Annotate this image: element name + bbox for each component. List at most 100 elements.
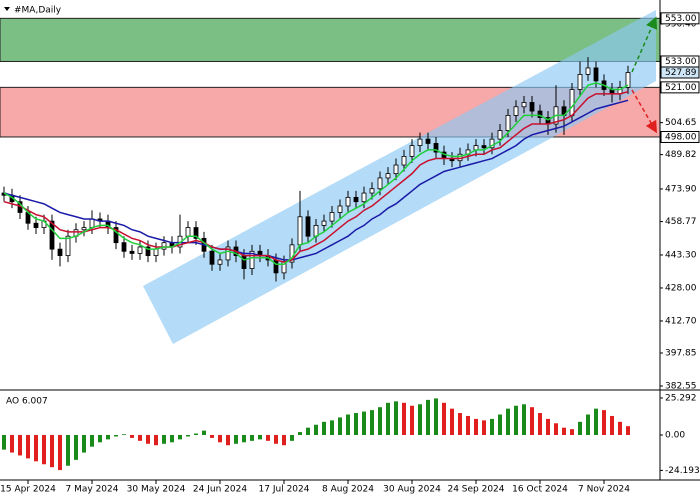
ao-bar xyxy=(50,434,54,468)
ao-bar xyxy=(218,434,222,443)
candle-body xyxy=(81,227,87,231)
plot xyxy=(1,57,631,282)
ao-bar xyxy=(434,398,438,435)
candle-body xyxy=(521,102,527,108)
ao-bar xyxy=(370,410,374,435)
ao-bar xyxy=(178,434,182,440)
ao-bar xyxy=(106,434,110,440)
candle-body xyxy=(361,192,367,203)
y-tick-label: 443.30 xyxy=(665,250,697,260)
x-tick-label: 8 Aug 2024 xyxy=(322,485,374,495)
ao-bar xyxy=(362,411,366,435)
ao-bar xyxy=(394,401,398,435)
candle-body xyxy=(57,248,63,257)
ao-tick-label: 0.00 xyxy=(665,430,685,440)
menu-icon[interactable] xyxy=(4,7,10,11)
x-tick-label: 30 May 2024 xyxy=(127,485,186,495)
ao-bar xyxy=(402,402,406,435)
x-tick-label: 15 Apr 2024 xyxy=(0,485,56,495)
ao-bar xyxy=(554,423,558,435)
ao-bar xyxy=(506,408,510,435)
x-tick-label: 7 May 2024 xyxy=(66,485,119,495)
candle-body xyxy=(145,246,151,257)
candle-body xyxy=(409,145,415,157)
candle-body xyxy=(377,177,383,190)
candle-body xyxy=(329,212,335,222)
ao-bar xyxy=(514,405,518,435)
ao-bar xyxy=(386,402,390,435)
ao-tick-label: -24.193 xyxy=(665,466,700,476)
candle-body xyxy=(433,143,439,153)
y-tick-label: 489.82 xyxy=(665,150,697,160)
candle-body xyxy=(153,248,159,257)
ao-bar xyxy=(98,434,102,443)
ao-bar xyxy=(138,434,142,441)
ao-bar xyxy=(610,415,614,435)
ao-panel xyxy=(2,398,630,471)
ao-bar xyxy=(474,418,478,435)
ao-bar xyxy=(602,410,606,435)
y-tick-label: 382.55 xyxy=(665,382,697,392)
candle-body xyxy=(585,67,591,75)
candle-body xyxy=(337,205,343,213)
chart-title: #MA,Daily xyxy=(14,6,62,16)
ao-bar xyxy=(546,418,550,435)
price-label: 527.89 xyxy=(665,68,697,78)
moving-average xyxy=(3,99,629,261)
candle-body xyxy=(33,222,39,228)
ao-bar xyxy=(498,414,502,435)
candle-body xyxy=(425,138,431,144)
ao-bar xyxy=(82,434,86,453)
candle-body xyxy=(321,220,327,226)
ao-bar xyxy=(490,418,494,435)
ao-bar xyxy=(42,434,46,465)
ao-bar xyxy=(226,434,230,446)
ao-tick-label: 25.292 xyxy=(665,393,697,403)
ao-bar xyxy=(130,434,134,438)
candle-body xyxy=(569,89,575,116)
ao-bar xyxy=(186,434,190,437)
zone xyxy=(0,17,660,62)
ao-bar xyxy=(450,408,454,435)
candle-body xyxy=(497,130,503,140)
candle-body xyxy=(185,227,191,237)
candle-body xyxy=(353,196,359,203)
ao-bar xyxy=(626,426,630,435)
ao-bar xyxy=(66,434,70,466)
y-tick-label: 428.00 xyxy=(665,283,697,293)
candle-body xyxy=(273,259,279,274)
ao-bar xyxy=(122,434,126,435)
candle-body xyxy=(249,250,255,269)
ao-bar xyxy=(618,421,622,435)
price-label: 498.00 xyxy=(665,132,697,142)
y-tick-label: 458.77 xyxy=(665,217,697,227)
candle-body xyxy=(313,225,319,237)
candle-body xyxy=(161,242,167,250)
candle-body xyxy=(625,72,631,88)
x-tick-label: 16 Oct 2024 xyxy=(512,485,568,495)
candle-body xyxy=(489,138,495,149)
candle-body xyxy=(65,235,71,257)
candle-body xyxy=(537,110,543,118)
moving-average xyxy=(3,90,629,263)
price-label-box xyxy=(660,81,700,94)
ao-bar xyxy=(426,399,430,435)
ao-bar xyxy=(18,434,22,456)
ao-bar xyxy=(570,429,574,435)
ao-bar xyxy=(442,402,446,435)
price-label-box xyxy=(660,130,700,143)
price-label-box xyxy=(660,66,700,79)
candle-body xyxy=(225,246,231,261)
x-tick-label: 17 Jul 2024 xyxy=(259,485,310,495)
candle-body xyxy=(129,250,135,254)
ao-bar xyxy=(586,414,590,435)
ao-bar xyxy=(282,434,286,446)
candle-body xyxy=(217,259,223,265)
ao-bar xyxy=(258,434,262,440)
y-tick-label: 504.65 xyxy=(665,118,697,128)
ao-bar xyxy=(530,407,534,435)
ao-bar xyxy=(250,434,254,441)
ao-bar xyxy=(58,434,62,471)
price-label: 533.00 xyxy=(665,57,697,67)
